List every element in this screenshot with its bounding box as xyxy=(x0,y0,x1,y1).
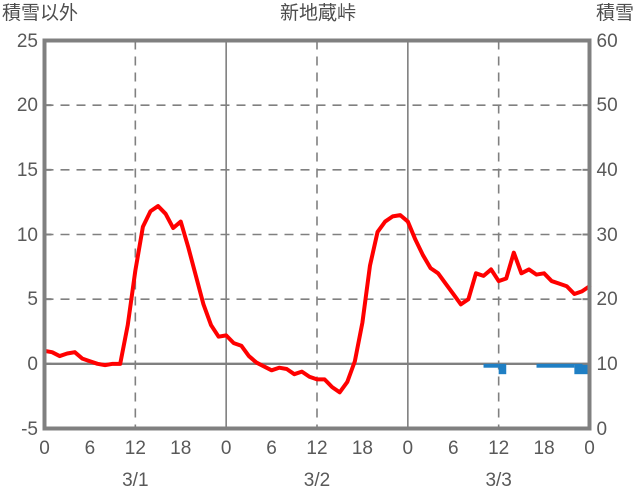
x-axis-tick-label: 6 xyxy=(447,437,459,459)
y-axis-tick-label-right: 60 xyxy=(596,30,618,52)
y-axis-tick-label-right: 10 xyxy=(596,353,618,375)
y-axis-tick-label-right: 0 xyxy=(596,418,608,440)
x-axis-tick-label: 18 xyxy=(351,437,373,459)
x-axis-tick-label: 18 xyxy=(170,437,192,459)
x-axis-tick-label: 6 xyxy=(84,437,96,459)
y-axis-tick-label-left: 15 xyxy=(16,159,38,181)
y-axis-tick-label-left: -5 xyxy=(21,418,38,440)
y-axis-tick-label-right: 20 xyxy=(596,289,618,311)
y-axis-tick-label-left: 25 xyxy=(16,30,38,52)
chart-title: 新地蔵峠 xyxy=(279,3,356,24)
x-axis-day-label: 3/3 xyxy=(485,469,512,491)
y-axis-tick-label-right: 40 xyxy=(596,159,618,181)
snow-depth-bar xyxy=(536,363,575,368)
left-axis-title: 積雪以外 xyxy=(2,3,79,24)
y-axis-tick-label-left: 20 xyxy=(16,95,38,117)
x-axis-day-label: 3/2 xyxy=(303,469,331,491)
x-axis-tick-label: 6 xyxy=(266,437,277,459)
snow-depth-bar xyxy=(483,363,499,368)
x-axis-tick-label: 0 xyxy=(220,437,232,459)
snow-depth-bar xyxy=(498,363,507,375)
temperature-line xyxy=(42,204,592,395)
y-axis-tick-label-left: 5 xyxy=(27,289,38,311)
x-axis-tick-label: 0 xyxy=(402,437,414,459)
y-axis-tick-label-left: 0 xyxy=(27,353,38,375)
x-axis-tick-label: 0 xyxy=(39,437,50,459)
x-axis-tick-label: 12 xyxy=(306,437,328,459)
x-axis-tick-label: 12 xyxy=(124,437,146,459)
x-axis-day-label: 3/1 xyxy=(122,469,149,491)
right-axis-title: 積雪 xyxy=(595,3,634,24)
x-axis-tick-label: 12 xyxy=(488,437,510,459)
y-axis-tick-label-left: 10 xyxy=(16,224,38,246)
y-axis-tick-label-right: 30 xyxy=(596,224,618,246)
snow-depth-bar xyxy=(574,363,590,375)
x-axis-tick-label: 18 xyxy=(533,437,555,459)
x-axis-tick-label: 0 xyxy=(584,437,595,459)
y-axis-tick-label-right: 50 xyxy=(596,95,618,117)
